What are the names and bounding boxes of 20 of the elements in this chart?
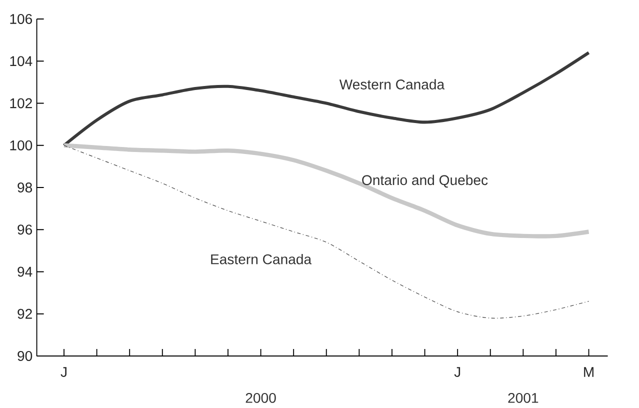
y-tick-label: 104 [10, 56, 32, 66]
x-tick-label: M [584, 367, 594, 377]
x-tick-label: J [60, 367, 66, 377]
y-tick-label: 96 [18, 224, 32, 235]
line-series [64, 145, 590, 319]
y-tick-label: 94 [18, 266, 32, 277]
y-tick-label: 98 [18, 182, 32, 192]
series-label: Eastern Canada [211, 254, 312, 264]
line-series [62, 143, 591, 238]
y-tick-label: 90 [18, 351, 32, 361]
x-tick-label: J [454, 367, 460, 377]
text: 2000 [246, 392, 276, 403]
line-series [62, 51, 590, 147]
series-label: Western Canada [339, 79, 445, 90]
y-tick-label: 102 [10, 98, 32, 108]
y-tick-label: 106 [10, 14, 32, 24]
y-tick-label: 92 [18, 308, 32, 319]
series-label: Ontario and Quebec [362, 174, 488, 188]
y-tick-label: 100 [10, 140, 32, 150]
text: 2001 [508, 392, 538, 403]
